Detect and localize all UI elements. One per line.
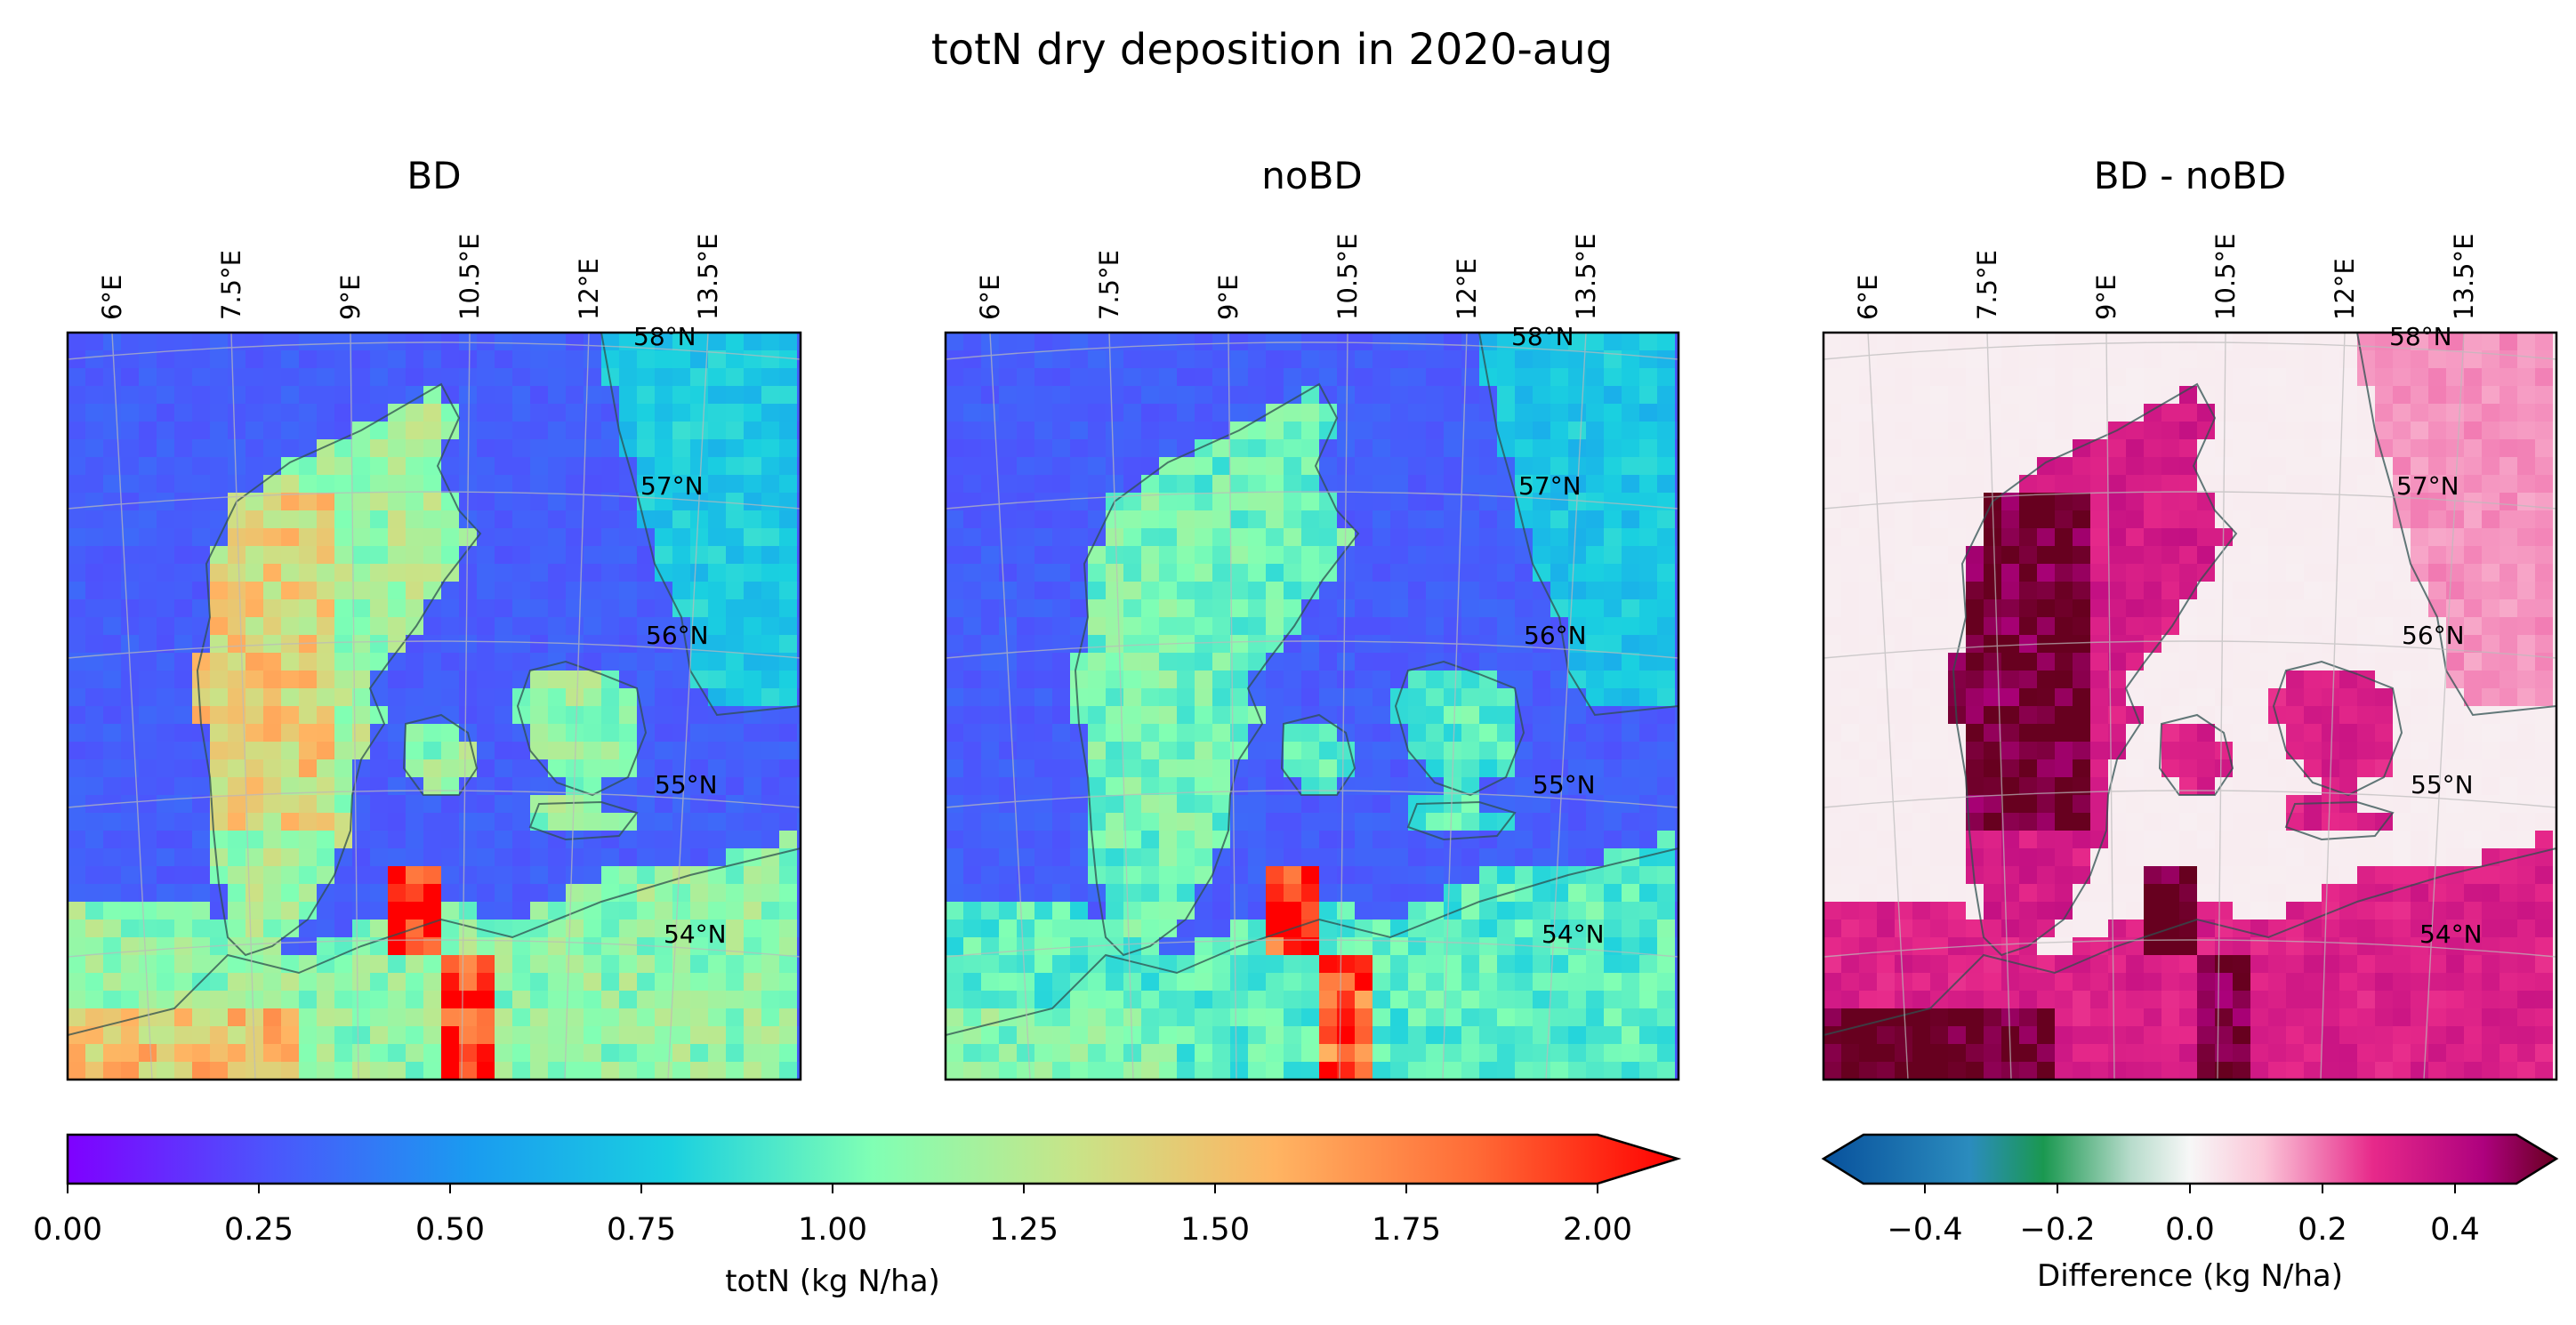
colorbar-diff-label: Difference (kg N/ha): [2037, 1258, 2343, 1294]
colorbar-main-tick-label: 1.50: [1180, 1212, 1250, 1248]
colorbar-diff-tick-label: −0.2: [2020, 1212, 2096, 1248]
panel-diff-heatmap: [1823, 333, 2556, 1080]
panel-bd-gridlines: [68, 333, 801, 1080]
colorbar-main-label: totN (kg N/ha): [725, 1264, 940, 1299]
colorbar-main-tick-label: 1.75: [1372, 1212, 1441, 1248]
panel-nobd: noBD 6°E 7.5°E 9°E 10.5°E 12°E 13.5°E58°N 57°N 5…: [944, 154, 1680, 1081]
colorbar-main-tick-label: 0.75: [607, 1212, 676, 1248]
colorbar-diff-body: [1821, 1133, 2559, 1185]
panel-diff-title: BD - noBD: [2094, 154, 2286, 197]
colorbar-main-body: [66, 1133, 1682, 1185]
panel-nobd-title: noBD: [1261, 154, 1362, 197]
lat-tick-label: 58°N: [2389, 322, 2452, 351]
lat-tick-label: 54°N: [2419, 919, 2483, 949]
map-panels: BD6°E 7.5°E 9°E 10.5°E 12°E 13.5°E58°N57°N56°…: [66, 154, 2558, 1081]
panel-bd-coastline: [68, 333, 801, 1036]
colorbar-main-tick-label: 1.25: [989, 1212, 1059, 1248]
lat-tick-label: 54°N: [664, 919, 727, 949]
panel-bd-frame: [66, 331, 802, 1081]
panel-nobd-gridlines: [946, 333, 1678, 1080]
colorbar-diff-tick-label: −0.4: [1888, 1212, 1963, 1248]
lat-tick-label: 54°N: [1542, 919, 1605, 949]
panel-nobd-coastline: [946, 333, 1678, 1036]
panel-diff-coastline: [1823, 333, 2556, 1036]
lat-tick-label: 58°N: [633, 322, 696, 351]
lon-tick-label: 10.5°E: [2210, 234, 2241, 320]
lon-tick-label: 13.5°E: [1571, 234, 1601, 320]
panel-diff-frame: [1822, 331, 2558, 1081]
lat-tick-label: 58°N: [1511, 322, 1574, 351]
lat-tick-label: 55°N: [655, 770, 718, 799]
lon-tick-label: 12°E: [2330, 258, 2360, 320]
lon-tick-label: 6°E: [975, 275, 1005, 320]
panel-nobd-heatmap: [946, 333, 1678, 1080]
panel-bd: BD 6°E 7.5°E 9°E 10.5°E 12°E 13.5°E58°N 57°N 56°…: [66, 154, 802, 1081]
colorbar-diff-tick-label: 0.2: [2298, 1212, 2347, 1248]
colorbar-diff-tick-label: 0.0: [2165, 1212, 2215, 1248]
colorbar-main-tick-label: 0.25: [224, 1212, 294, 1248]
lat-tick-label: 55°N: [2411, 770, 2474, 799]
lat-tick-label: 56°N: [1524, 621, 1587, 650]
panel-bd-heatmap: [68, 333, 801, 1080]
lat-tick-label: 55°N: [1533, 770, 1596, 799]
lon-tick-label: 7.5°E: [1094, 250, 1124, 320]
lon-tick-label: 9°E: [335, 275, 366, 320]
lon-tick-label: 10.5°E: [1332, 234, 1363, 320]
lon-tick-label: 10.5°E: [455, 234, 485, 320]
lon-tick-label: 7.5°E: [216, 250, 246, 320]
lat-tick-label: 57°N: [2396, 471, 2459, 501]
colorbar-diff: −0.4 −0.2 0.0 0.2 0.4 Difference (kg N/ha): [1821, 1133, 2559, 1294]
panel-diff-gridlines: [1823, 333, 2556, 1080]
lon-tick-label: 6°E: [1853, 275, 1883, 320]
lon-tick-label: 6°E: [97, 275, 127, 320]
lat-tick-label: 57°N: [1518, 471, 1582, 501]
figure-title: totN dry deposition in 2020-aug: [931, 25, 1613, 75]
panel-nobd-frame: [944, 331, 1680, 1081]
colorbar-diff-tick-label: 0.4: [2430, 1212, 2480, 1248]
colorbar-main-tick-label: 2.00: [1563, 1212, 1632, 1248]
lat-tick-label: 57°N: [640, 471, 704, 501]
panel-bd-title: BD: [407, 154, 461, 197]
lon-tick-label: 7.5°E: [1972, 250, 2002, 320]
colorbar-main-tick-label: 1.00: [798, 1212, 867, 1248]
panel-diff: BD - noBD 6°E 7.5°E 9°E 10.5°E 12°E 13.5°E58°N…: [1822, 154, 2558, 1081]
colorbar-main-tick-label: 0.00: [33, 1212, 102, 1248]
lon-tick-label: 13.5°E: [2449, 234, 2479, 320]
lon-tick-label: 9°E: [1213, 275, 1244, 320]
lat-tick-label: 56°N: [2402, 621, 2465, 650]
colorbar-main-tick-label: 0.50: [415, 1212, 485, 1248]
lon-tick-label: 13.5°E: [693, 234, 723, 320]
lon-tick-label: 12°E: [574, 258, 604, 320]
lon-tick-label: 12°E: [1452, 258, 1482, 320]
lat-tick-label: 56°N: [646, 621, 709, 650]
lon-tick-label: 9°E: [2091, 275, 2121, 320]
colorbar-main: 0.00 0.25 0.50 0.75 1.00 1.25 1.50 1.75 2.00 tot…: [33, 1133, 1682, 1299]
